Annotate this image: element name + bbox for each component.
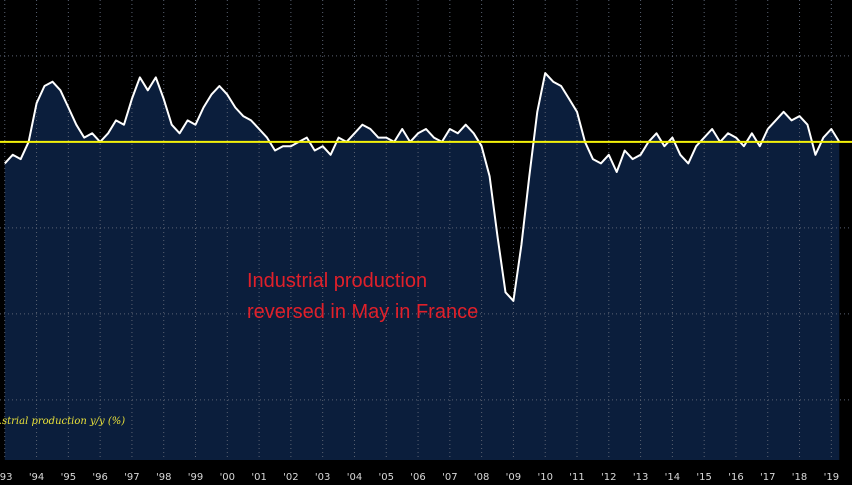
x-tick-label: '04 [347, 472, 362, 483]
x-tick-label: '01 [251, 472, 266, 483]
annotation-line-2: reversed in May in France [247, 301, 478, 323]
x-tick-label: '11 [569, 472, 584, 483]
x-tick-label: '15 [696, 472, 711, 483]
gridlines [0, 0, 852, 460]
x-tick-label: '06 [410, 472, 425, 483]
x-tick-label: '98 [156, 472, 171, 483]
annotation-line-1: Industrial production [247, 270, 427, 292]
x-tick-label: '94 [29, 472, 44, 483]
x-tick-label: '97 [124, 472, 139, 483]
x-axis-ticks: '93 '94 '95 '96 '97 '98 '99 '00 '01 '02 '03 '04 '05 '… [0, 472, 839, 483]
x-tick-label: '19 [824, 472, 839, 483]
x-tick-label: '17 [760, 472, 775, 483]
series-label: …strial production y/y (%) [0, 416, 125, 427]
x-tick-label: '10 [537, 472, 552, 483]
area-layer [4, 73, 840, 460]
x-tick-label: '95 [61, 472, 76, 483]
x-tick-label: '05 [379, 472, 394, 483]
series-area-fill [4, 73, 840, 460]
x-tick-label: '14 [665, 472, 680, 483]
x-tick-label: '02 [283, 472, 298, 483]
x-tick-label: '08 [474, 472, 489, 483]
x-tick-label: '12 [601, 472, 616, 483]
x-tick-label: '93 [0, 472, 13, 483]
x-tick-label: '03 [315, 472, 330, 483]
x-tick-label: '07 [442, 472, 457, 483]
x-tick-label: '16 [728, 472, 743, 483]
x-tick-label: '13 [633, 472, 648, 483]
x-tick-label: '18 [792, 472, 807, 483]
x-tick-label: '96 [92, 472, 107, 483]
x-tick-label: '00 [220, 472, 235, 483]
x-tick-label: '99 [188, 472, 203, 483]
x-tick-label: '09 [506, 472, 521, 483]
